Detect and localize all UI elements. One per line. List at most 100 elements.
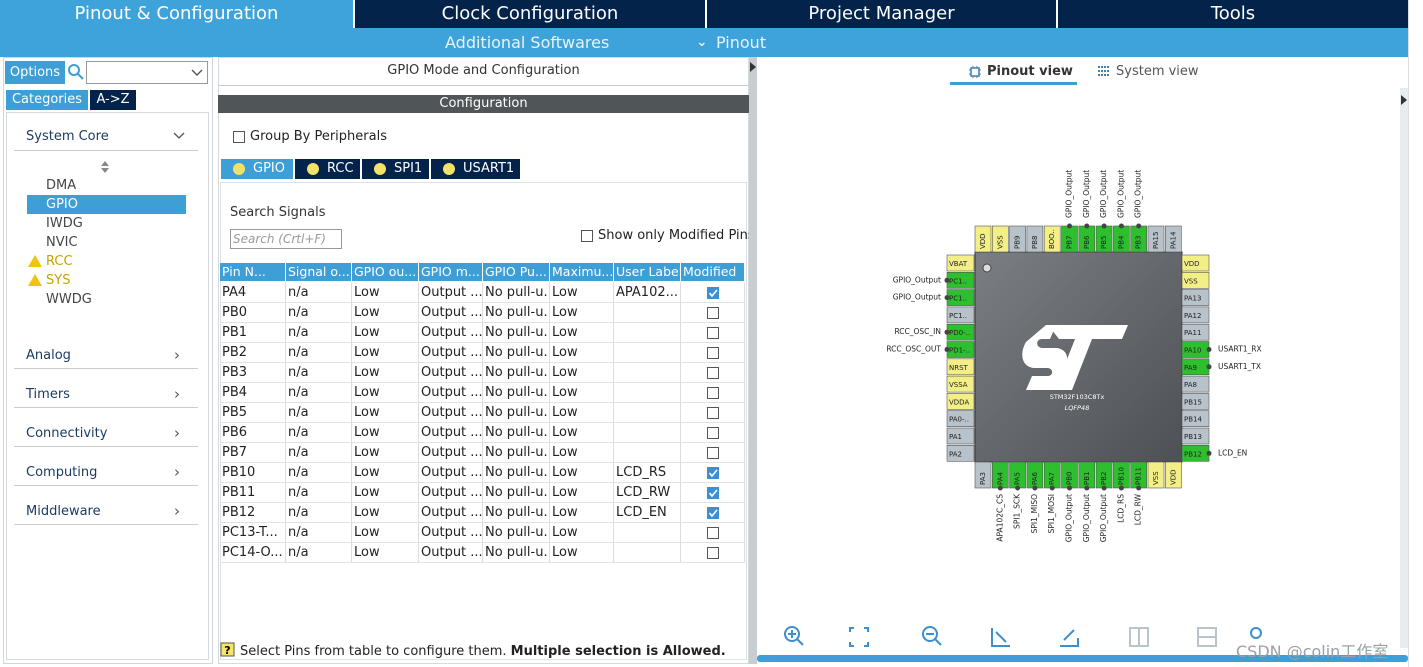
side-item[interactable]: DMA [46, 178, 77, 193]
table-cell[interactable]: No pull-u... [483, 303, 550, 323]
checkbox[interactable] [707, 467, 719, 479]
table-cell[interactable]: n/a [286, 423, 352, 443]
table-cell[interactable]: Low [352, 343, 419, 363]
checkbox[interactable] [707, 327, 719, 339]
table-cell[interactable] [614, 403, 681, 423]
view-tab[interactable]: System view [1116, 64, 1199, 79]
table-cell[interactable]: n/a [286, 343, 352, 363]
table-cell[interactable]: PB7 [220, 443, 286, 463]
subtab[interactable]: Additional Softwares [445, 33, 610, 52]
table-cell[interactable]: n/a [286, 283, 352, 303]
table-cell[interactable]: PC13-T... [220, 523, 286, 543]
table-cell[interactable]: Low [550, 483, 614, 503]
table-cell[interactable]: LCD_RW [614, 483, 681, 503]
table-cell[interactable] [614, 383, 681, 403]
table-cell[interactable]: Output ... [419, 303, 483, 323]
table-cell[interactable]: PB10 [220, 463, 286, 483]
table-cell[interactable]: No pull-u... [483, 423, 550, 443]
checkbox[interactable] [707, 387, 719, 399]
table-cell[interactable]: No pull-u... [483, 463, 550, 483]
table-cell[interactable] [614, 543, 681, 563]
table-cell[interactable]: Low [352, 443, 419, 463]
table-cell[interactable]: PB6 [220, 423, 286, 443]
table-cell[interactable]: Low [352, 363, 419, 383]
table-cell[interactable]: n/a [286, 543, 352, 563]
checkbox[interactable] [707, 347, 719, 359]
peripheral-tab[interactable]: SPI1 [362, 159, 429, 179]
checkbox[interactable] [707, 407, 719, 419]
table-cell[interactable]: n/a [286, 323, 352, 343]
table-cell[interactable]: Output ... [419, 483, 483, 503]
table-cell[interactable]: Low [550, 343, 614, 363]
table-cell[interactable]: No pull-u... [483, 523, 550, 543]
table-cell[interactable]: Low [352, 483, 419, 503]
table-cell[interactable]: Output ... [419, 323, 483, 343]
table-cell[interactable]: Low [352, 303, 419, 323]
main-tab[interactable]: Tools [1058, 0, 1408, 28]
table-cell[interactable]: PC14-O... [220, 543, 286, 563]
table-cell[interactable]: PB0 [220, 303, 286, 323]
table-cell[interactable]: PB5 [220, 403, 286, 423]
table-cell[interactable]: Output ... [419, 523, 483, 543]
table-cell[interactable]: Low [352, 403, 419, 423]
checkbox[interactable] [707, 487, 719, 499]
table-cell[interactable]: Low [550, 403, 614, 423]
category-header[interactable]: Analog [26, 348, 71, 363]
table-cell[interactable] [614, 443, 681, 463]
table-cell[interactable]: PB11 [220, 483, 286, 503]
main-tab[interactable]: Pinout & Configuration [0, 0, 353, 28]
main-tab[interactable]: Clock Configuration [355, 0, 705, 28]
table-cell[interactable]: Low [352, 523, 419, 543]
search-icon[interactable] [67, 63, 85, 81]
table-cell[interactable]: Output ... [419, 543, 483, 563]
category-header[interactable]: System Core [26, 129, 109, 144]
table-cell[interactable]: PA4 [220, 283, 286, 303]
table-cell[interactable]: Low [352, 383, 419, 403]
table-cell[interactable]: n/a [286, 503, 352, 523]
category-header[interactable]: Connectivity [26, 426, 108, 441]
table-cell[interactable]: Low [550, 543, 614, 563]
table-cell[interactable]: No pull-u... [483, 323, 550, 343]
table-cell[interactable]: Output ... [419, 343, 483, 363]
table-cell[interactable]: Low [550, 463, 614, 483]
table-cell[interactable]: Low [550, 323, 614, 343]
categories-tab[interactable]: Categories [6, 90, 88, 110]
table-cell[interactable]: n/a [286, 443, 352, 463]
table-cell[interactable]: Output ... [419, 463, 483, 483]
checkbox[interactable] [707, 507, 719, 519]
peripheral-tab[interactable]: RCC [295, 159, 360, 179]
table-cell[interactable]: n/a [286, 523, 352, 543]
search-box[interactable] [86, 61, 208, 84]
table-cell[interactable] [614, 523, 681, 543]
az-tab[interactable]: A->Z [90, 90, 136, 110]
table-cell[interactable]: n/a [286, 483, 352, 503]
table-cell[interactable]: No pull-u... [483, 403, 550, 423]
table-cell[interactable]: Output ... [419, 383, 483, 403]
side-item[interactable]: GPIO [46, 197, 78, 212]
table-cell[interactable]: Output ... [419, 363, 483, 383]
table-cell[interactable] [614, 363, 681, 383]
table-cell[interactable]: Low [352, 423, 419, 443]
table-cell[interactable]: n/a [286, 363, 352, 383]
table-cell[interactable] [614, 343, 681, 363]
table-cell[interactable]: PB1 [220, 323, 286, 343]
category-header[interactable]: Timers [26, 387, 70, 402]
checkbox[interactable] [707, 287, 719, 299]
table-cell[interactable]: Output ... [419, 503, 483, 523]
table-cell[interactable]: Low [550, 443, 614, 463]
checkbox[interactable] [707, 427, 719, 439]
table-cell[interactable]: n/a [286, 403, 352, 423]
table-cell[interactable]: PB3 [220, 363, 286, 383]
table-cell[interactable]: No pull-u... [483, 383, 550, 403]
table-cell[interactable]: Low [550, 303, 614, 323]
table-cell[interactable]: Output ... [419, 283, 483, 303]
peripheral-tab[interactable]: GPIO [221, 159, 293, 179]
table-cell[interactable]: Low [550, 383, 614, 403]
side-item[interactable]: SYS [46, 273, 71, 288]
table-cell[interactable]: PB2 [220, 343, 286, 363]
checkbox[interactable] [581, 230, 593, 242]
category-header[interactable]: Computing [26, 465, 98, 480]
checkbox[interactable] [707, 307, 719, 319]
table-cell[interactable]: LCD_EN [614, 503, 681, 523]
checkbox[interactable] [707, 447, 719, 459]
